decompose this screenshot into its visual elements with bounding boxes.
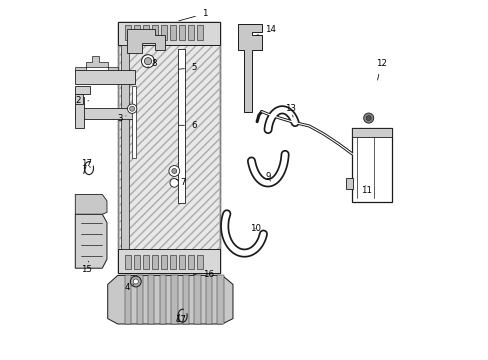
Text: 11: 11 xyxy=(361,185,372,195)
Text: 17: 17 xyxy=(81,159,92,168)
Bar xyxy=(187,255,194,269)
Polygon shape xyxy=(75,56,118,70)
Bar xyxy=(118,22,220,45)
Bar xyxy=(352,128,391,137)
Text: 6: 6 xyxy=(179,121,197,130)
Polygon shape xyxy=(75,194,107,214)
Bar xyxy=(142,25,149,40)
Bar xyxy=(187,25,194,40)
Polygon shape xyxy=(75,97,84,128)
Polygon shape xyxy=(182,275,189,324)
Bar xyxy=(170,255,176,269)
Bar xyxy=(132,86,136,158)
Bar xyxy=(170,25,176,40)
Bar xyxy=(118,249,220,273)
Bar xyxy=(142,255,149,269)
Polygon shape xyxy=(75,70,134,84)
Bar xyxy=(152,255,158,269)
Polygon shape xyxy=(75,86,89,94)
Polygon shape xyxy=(159,275,166,324)
Polygon shape xyxy=(148,275,154,324)
Polygon shape xyxy=(75,214,107,268)
Circle shape xyxy=(168,166,179,176)
Bar xyxy=(197,25,203,40)
Circle shape xyxy=(141,55,154,68)
Polygon shape xyxy=(136,275,142,324)
Circle shape xyxy=(363,113,373,123)
Bar xyxy=(118,22,220,273)
Text: 14: 14 xyxy=(256,25,275,35)
Bar xyxy=(197,255,203,269)
Bar xyxy=(125,25,131,40)
Polygon shape xyxy=(75,108,134,119)
Polygon shape xyxy=(171,275,177,324)
Circle shape xyxy=(129,106,134,111)
Bar xyxy=(346,178,352,189)
Text: 12: 12 xyxy=(375,59,386,80)
Circle shape xyxy=(133,279,138,284)
Bar xyxy=(178,49,185,203)
Bar xyxy=(134,25,140,40)
Polygon shape xyxy=(127,29,165,53)
Polygon shape xyxy=(194,275,200,324)
Bar xyxy=(161,255,167,269)
Polygon shape xyxy=(217,275,223,324)
Text: 13: 13 xyxy=(285,104,295,117)
Polygon shape xyxy=(238,24,261,112)
Polygon shape xyxy=(75,94,83,104)
Text: 7: 7 xyxy=(176,179,185,188)
Text: 9: 9 xyxy=(264,172,270,181)
Text: 10: 10 xyxy=(249,224,260,233)
Circle shape xyxy=(171,168,177,174)
Text: 15: 15 xyxy=(81,261,92,274)
Bar xyxy=(352,128,391,202)
Circle shape xyxy=(144,58,151,65)
Text: 17: 17 xyxy=(175,315,185,324)
Circle shape xyxy=(366,116,370,121)
Text: 3: 3 xyxy=(117,114,126,123)
Text: 1: 1 xyxy=(179,9,207,21)
Circle shape xyxy=(130,276,141,287)
Text: 8: 8 xyxy=(148,59,156,68)
Circle shape xyxy=(170,179,178,187)
Bar xyxy=(118,22,220,273)
Polygon shape xyxy=(107,275,232,324)
Bar xyxy=(125,255,131,269)
Polygon shape xyxy=(125,275,131,324)
Text: 4: 4 xyxy=(124,283,134,292)
Polygon shape xyxy=(205,275,212,324)
Bar xyxy=(161,25,167,40)
Bar xyxy=(152,25,158,40)
Text: 5: 5 xyxy=(179,63,197,72)
Bar xyxy=(179,25,185,40)
Text: 16: 16 xyxy=(193,270,214,279)
Bar xyxy=(134,255,140,269)
Bar xyxy=(179,255,185,269)
Bar xyxy=(121,45,128,249)
Text: 2: 2 xyxy=(75,96,88,105)
Circle shape xyxy=(127,104,137,113)
